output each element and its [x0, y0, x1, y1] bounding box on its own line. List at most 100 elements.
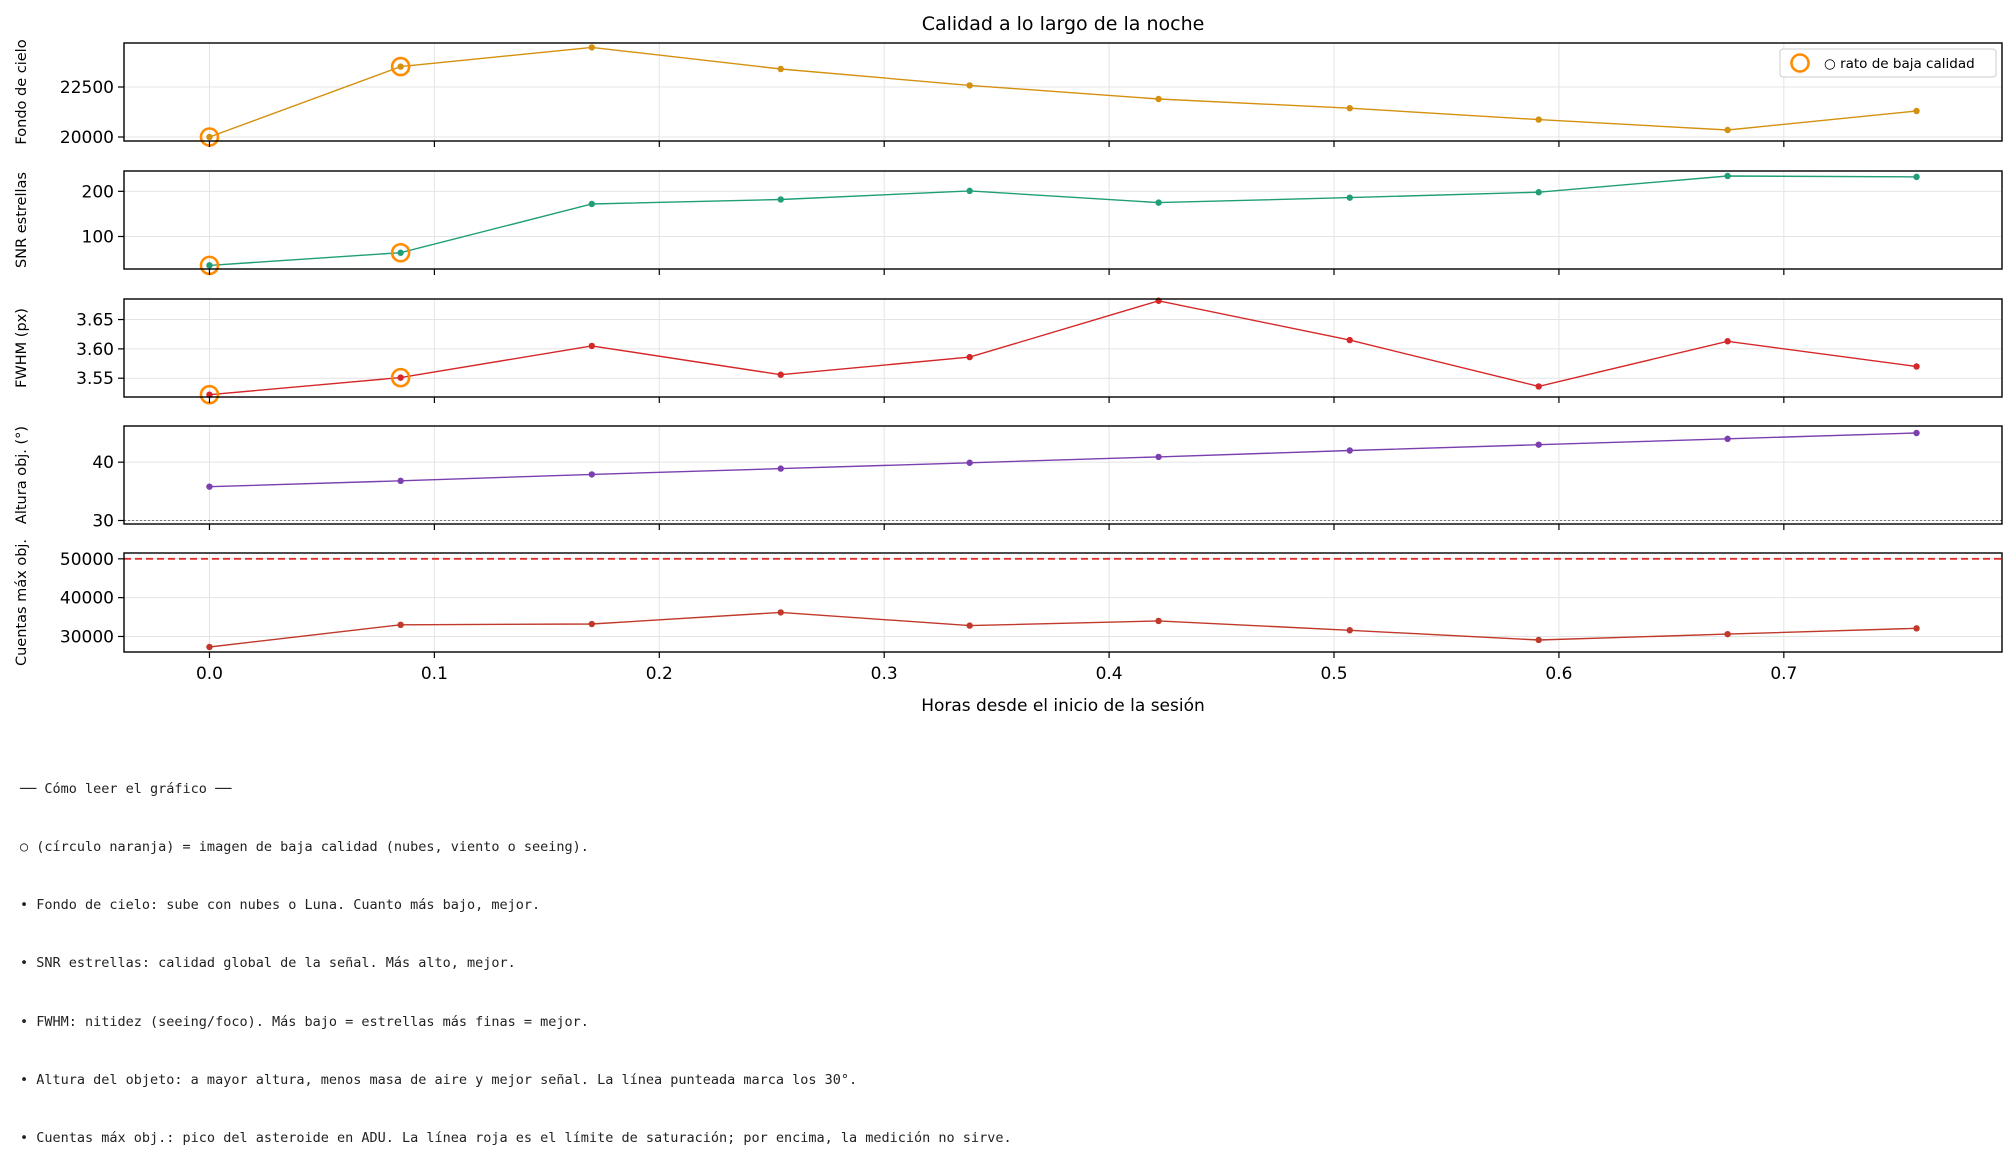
notes-line: • Fondo de cielo: sube con nubes o Luna.… [20, 897, 541, 914]
data-point [1724, 172, 1731, 180]
y-tick-label: 3.60 [76, 340, 114, 360]
data-point [777, 196, 784, 203]
y-axis-label: Fondo de cielo [14, 39, 30, 144]
y-axis-label: Altura obj. (°) [14, 426, 30, 524]
data-point [777, 609, 784, 616]
data-point [397, 477, 404, 485]
axes-frame [123, 552, 2003, 653]
x-tick-label: 0.0 [196, 664, 223, 684]
notes-line: ○ (círculo naranja) = imagen de baja cal… [20, 839, 589, 856]
series-line-counts [209, 611, 1917, 648]
low-quality-marker [390, 56, 411, 77]
panel-counts: 30000 40000 50000 0.0 0.1 0.2 0.3 0.4 0.5 0.6 0.7 C… [14, 539, 2003, 684]
x-tick-label: 0.6 [1545, 664, 1572, 684]
data-point [1346, 336, 1353, 344]
data-point [1724, 338, 1731, 345]
quality-night-chart: Calidad a lo largo de la noche 20000 2250… [14, 13, 2003, 716]
data-point [1535, 116, 1542, 123]
series-line-fwhm [209, 300, 1917, 396]
data-point [397, 63, 404, 70]
data-point [1913, 363, 1920, 370]
data-point [588, 620, 596, 628]
data-point [1346, 447, 1353, 454]
panel-alt: 30 40 Altura obj. (°) [14, 425, 2003, 532]
data-point [1913, 173, 1920, 181]
data-point [1535, 189, 1542, 196]
panel-sky: 20000 22500 Fondo de cielo [14, 39, 2003, 148]
data-point [777, 465, 784, 472]
axes-frame [123, 425, 2003, 525]
data-point [777, 371, 784, 378]
y-tick-label: 30000 [60, 627, 114, 647]
y-tick-label: 50000 [60, 550, 114, 570]
y-tick-label: 20000 [60, 128, 114, 148]
notes-line: • Altura del objeto: a mayor altura, men… [20, 1071, 858, 1088]
data-point [588, 44, 596, 51]
notes-line: • FWHM: nitidez (seeing/foco). Más bajo … [20, 1013, 589, 1030]
data-point [1346, 194, 1353, 201]
x-tick-label: 0.3 [871, 664, 898, 684]
data-point [1724, 126, 1731, 134]
legend-marker-icon [1790, 53, 1810, 73]
chart-title: Calidad a lo largo de la noche [922, 13, 1205, 35]
data-point [1724, 630, 1731, 638]
series-line-sky [209, 46, 1917, 138]
data-point [1155, 617, 1162, 625]
data-point [397, 374, 404, 381]
data-point [1913, 429, 1920, 437]
data-point [1535, 636, 1542, 644]
x-tick-label: 0.5 [1320, 664, 1347, 684]
data-point [777, 65, 784, 73]
data-point [966, 82, 973, 89]
data-point [206, 133, 213, 141]
data-point [966, 353, 973, 361]
plot-area: 20000 22500 Fondo de cielo 100 200 SNR estrel… [14, 39, 2003, 684]
y-tick-label: 3.55 [76, 369, 114, 389]
data-point [206, 483, 213, 490]
data-point [966, 459, 973, 466]
data-point [1155, 453, 1162, 461]
y-tick-label: 200 [82, 182, 114, 202]
y-tick-label: 30 [92, 512, 114, 532]
y-axis-label: SNR estrellas [14, 172, 30, 268]
low-quality-marker [390, 367, 411, 388]
x-tick-label: 0.2 [646, 664, 673, 684]
data-point [966, 187, 973, 195]
y-tick-label: 3.65 [76, 311, 114, 331]
y-tick-label: 100 [82, 227, 114, 247]
data-point [1155, 199, 1162, 206]
data-point [1535, 383, 1542, 390]
notes-line: • SNR estrellas: calidad global de la se… [20, 955, 516, 972]
axes-frame [123, 298, 2003, 398]
y-axis-label: Cuentas máx obj. [14, 539, 30, 666]
data-point [206, 391, 213, 398]
data-point [206, 262, 213, 269]
y-axis-label: FWHM (px) [14, 308, 30, 388]
data-point [588, 200, 596, 208]
data-point [397, 249, 404, 256]
low-quality-marker [199, 384, 220, 405]
data-point [588, 342, 596, 350]
data-point [1155, 95, 1162, 103]
data-point [1724, 435, 1731, 443]
axes-frame [123, 170, 2003, 270]
notes-line: ── Cómo leer el gráfico ── [20, 780, 232, 797]
x-tick-label: 0.1 [421, 664, 448, 684]
notes-line: • Cuentas máx obj.: pico del asteroide e… [20, 1130, 1012, 1147]
axes-frame [123, 42, 2003, 142]
y-tick-label: 40000 [60, 589, 114, 609]
low-quality-marker [390, 242, 411, 263]
x-tick-label: 0.4 [1096, 664, 1123, 684]
series-line-alt [209, 432, 1917, 488]
x-axis-label: Horas desde el inicio de la sesión [921, 696, 1205, 716]
data-point [1535, 441, 1542, 448]
y-tick-label: 40 [92, 453, 114, 473]
legend: ○ rato de baja calidad [1779, 48, 1997, 78]
panel-fwhm: 3.55 3.60 3.65 FWHM (px) [14, 297, 2003, 405]
x-tick-label: 0.7 [1770, 664, 1797, 684]
data-point [1346, 627, 1353, 634]
data-point [1346, 105, 1353, 112]
series-line-snr [209, 175, 1917, 267]
legend-box [1779, 48, 1997, 78]
data-point [588, 471, 596, 478]
